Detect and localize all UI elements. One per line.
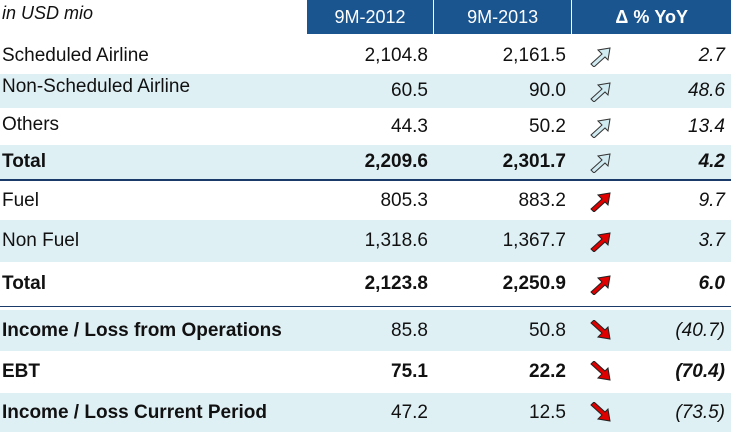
value-9m-2012: 2,209.6 [364,151,428,172]
arrow-down-right-red-icon [572,401,630,424]
col-header-9m-2012: 9M-2012 [307,0,433,34]
value-9m-2012: 47.2 [391,401,428,423]
unit-label: in USD mio [2,3,94,23]
row-label: Total [2,273,46,294]
arrow-up-right-red-icon [572,273,630,295]
table-row: Fuel 805.3 883.2 9.7 [0,182,731,220]
value-9m-2013: 50.8 [529,319,566,341]
value-9m-2013: 50.2 [529,115,566,137]
value-9m-2012: 60.5 [391,80,428,101]
table-row-total: Total 2,209.6 2,301.7 4.2 [0,145,731,179]
yoy-change: (70.4) [675,361,725,382]
table-row: Income / Loss Current Period 47.2 12.5 (… [0,393,731,432]
yoy-change: (40.7) [675,319,725,341]
value-9m-2013: 12.5 [529,401,566,423]
row-label: Total [2,151,46,172]
value-9m-2012: 2,104.8 [364,44,428,66]
yoy-change: 13.4 [688,115,725,137]
table-row: Non Fuel 1,318.6 1,367.7 3.7 [0,220,731,262]
value-9m-2013: 2,301.7 [502,151,566,172]
section-divider [0,179,731,181]
value-9m-2013: 2,250.9 [502,273,566,294]
arrow-down-right-red-icon [572,319,630,342]
row-label: Income / Loss Current Period [2,401,267,423]
row-label: Others [2,114,60,135]
row-label: Non-Scheduled Airline [2,76,191,97]
value-9m-2013: 2,161.5 [502,44,566,66]
arrow-up-right-outline-icon [572,80,630,102]
col-header-9m-2013: 9M-2013 [432,0,572,34]
arrow-down-right-red-icon [572,361,630,383]
value-9m-2012: 75.1 [391,361,428,382]
section-divider [0,306,731,307]
value-9m-2013: 90.0 [529,80,566,101]
arrow-up-right-outline-icon [572,45,630,67]
table-row-total: Total 2,123.8 2,250.9 6.0 [0,262,731,306]
table-row: Income / Loss from Operations 85.8 50.8 … [0,310,731,351]
yoy-change: 6.0 [698,273,725,294]
row-label: Scheduled Airline [2,44,149,66]
value-9m-2012: 44.3 [391,115,428,137]
yoy-change: (73.5) [675,401,725,423]
value-9m-2012: 85.8 [391,319,428,341]
table-row: Non-Scheduled Airline 60.5 90.0 48.6 [0,74,731,108]
row-label: Income / Loss from Operations [2,319,282,341]
value-9m-2012: 1,318.6 [364,230,428,251]
table-row: EBT 75.1 22.2 (70.4) [0,351,731,393]
yoy-change: 2.7 [698,44,725,66]
arrow-up-right-outline-icon [572,116,630,138]
row-label: Fuel [2,190,39,211]
yoy-change: 3.7 [698,230,725,251]
row-label: EBT [2,361,40,382]
yoy-change: 48.6 [688,80,725,101]
value-9m-2013: 1,367.7 [502,230,566,251]
table-row: Scheduled Airline 2,104.8 2,161.5 2.7 [0,37,731,74]
col-header-yoy: Δ % YoY [571,0,731,34]
arrow-up-right-red-icon [572,190,630,212]
arrow-up-right-outline-icon [572,151,630,173]
yoy-change: 4.2 [698,151,725,172]
value-9m-2012: 805.3 [380,190,428,211]
arrow-up-right-red-icon [572,230,630,252]
table-row: Others 44.3 50.2 13.4 [0,108,731,145]
value-9m-2013: 883.2 [518,190,566,211]
table-header: in USD mio 9M-2012 9M-2013 Δ % YoY [0,0,731,34]
value-9m-2012: 2,123.8 [364,273,428,294]
value-9m-2013: 22.2 [529,361,566,382]
yoy-change: 9.7 [698,190,725,211]
row-label: Non Fuel [2,230,80,251]
